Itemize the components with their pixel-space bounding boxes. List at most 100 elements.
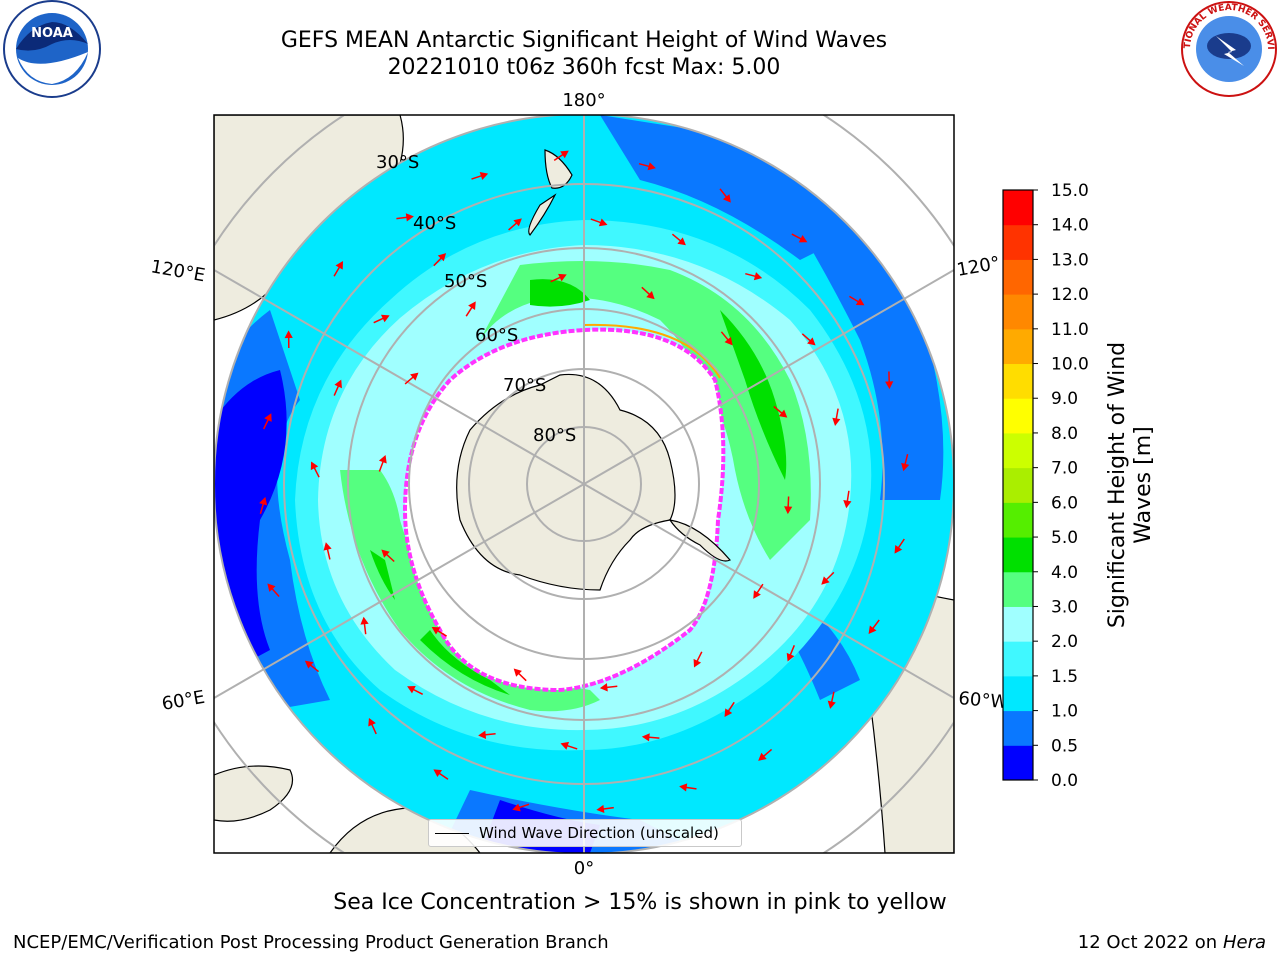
wave-direction-arrowhead: [479, 172, 489, 180]
wave-direction-arrowhead: [264, 413, 272, 422]
colorbar-segment: [1003, 224, 1033, 260]
colorbar: 0.0 0.5 1.0 1.5 2.0 3.0 4.0 5.0 6.0 7.0 8.0 9.0 10.0…: [1002, 181, 1089, 791]
colorbar-tick-label: 0.5: [1051, 736, 1078, 756]
wave-direction-arrowhead: [821, 576, 830, 585]
wave-direction-arrowhead: [868, 625, 877, 635]
sea-ice-caption: Sea Ice Concentration > 15% is shown in …: [333, 890, 947, 915]
colorbar-segment: [1003, 363, 1033, 399]
colorbar-segment: [1003, 571, 1033, 607]
footer-left: NCEP/EMC/Verification Post Processing Pr…: [13, 932, 609, 953]
map-legend: Wind Wave Direction (unscaled): [428, 819, 742, 847]
new-zealand-landmass: [528, 149, 573, 236]
wave-direction-arrowhead: [259, 496, 268, 506]
colorbar-segment: [1003, 675, 1033, 712]
map-subtitle: 20221010 t06z 360h fcst Max: 5.00: [387, 55, 781, 80]
wave-direction-arrowhead: [758, 752, 767, 761]
colorbar-tick-label: 2.0: [1051, 632, 1078, 652]
graticule: [214, 115, 954, 853]
colorbar-segment: [1003, 467, 1033, 503]
wave-direction-arrowhead: [855, 297, 865, 306]
map-title: GEFS MEAN Antarctic Significant Height o…: [280, 28, 888, 53]
wind-wave-arrows: [259, 150, 910, 814]
colorbar-segment: [1003, 537, 1033, 573]
wave-direction-arrowhead: [843, 500, 852, 509]
colorbar-tick-label: 12.0: [1051, 285, 1089, 305]
wave-direction-arrowhead: [677, 237, 686, 246]
wave-direction-arrowhead: [410, 372, 419, 381]
colorbar-segment: [1003, 745, 1033, 781]
colorbar-frame: [1002, 189, 1034, 781]
colorbar-tick-label: 15.0: [1051, 181, 1089, 201]
colorbar-segment: [1003, 328, 1033, 365]
wave-direction-arrowhead: [558, 273, 567, 282]
colorbar-label-line1: Significant Height of Wind: [1105, 342, 1130, 628]
wave-direction-arrowhead: [368, 717, 376, 727]
colorbar-tick-label: 9.0: [1051, 389, 1078, 409]
colorbar-tick-label: 0.0: [1051, 771, 1078, 791]
colorbar-tick-label: 6.0: [1051, 493, 1078, 513]
lat-label-30s: 30°S: [376, 152, 419, 173]
colorbar-tick-label: 5.0: [1051, 528, 1078, 548]
lon-label-180: 180°: [562, 90, 605, 111]
wave-direction-arrowhead: [512, 803, 521, 812]
wave-direction-arrowhead: [646, 290, 655, 300]
wave-direction-arrowhead: [407, 686, 416, 694]
wave-direction-arrowhead: [778, 409, 788, 418]
colorbar-tick-label: 14.0: [1051, 216, 1089, 236]
wave-direction-arrowhead: [599, 683, 608, 692]
wave-direction-arrowhead: [724, 708, 733, 718]
wave-direction-arrowhead: [284, 330, 293, 339]
wave-direction-arrowhead: [722, 194, 731, 203]
wave-direction-arrowhead: [335, 261, 343, 270]
wave-direction-arrowhead: [901, 462, 910, 472]
colorbar-tick-label: 4.0: [1051, 563, 1078, 583]
colorbar-segment: [1003, 606, 1033, 642]
lat-label-80s: 80°S: [533, 425, 576, 446]
lat-label-60s: 60°S: [475, 325, 518, 346]
wave-direction-arrowhead: [433, 769, 443, 777]
colorbar-segment: [1003, 641, 1033, 677]
colorbar-segment: [1003, 294, 1033, 330]
noaa-logo-text: NOAA: [31, 26, 73, 41]
wave-direction-arrowhead: [323, 542, 332, 551]
africa-landmass: [214, 765, 294, 822]
wave-direction-arrowhead: [468, 301, 476, 311]
lat-label-70s: 70°S: [503, 375, 546, 396]
lon-label-60w: 60°W: [958, 688, 1010, 713]
colorbar-tick-label: 3.0: [1051, 597, 1078, 617]
wave-direction-arrowhead: [598, 218, 608, 227]
wave-direction-arrowhead: [560, 150, 569, 159]
wave-direction-arrowhead: [786, 652, 795, 662]
wave-direction-arrowhead: [679, 783, 688, 792]
lat-label-40s: 40°S: [413, 213, 456, 234]
colorbar-tick-label: 1.0: [1051, 702, 1078, 722]
wave-direction-arrowhead: [641, 733, 650, 742]
map-frame: [213, 114, 955, 854]
wave-direction-arrowhead: [304, 660, 314, 669]
wave-direction-arrowhead: [807, 337, 816, 346]
wave-direction-arrowhead: [334, 379, 342, 389]
legend-label: Wind Wave Direction (unscaled): [479, 824, 719, 842]
wave-direction-arrowhead: [596, 804, 605, 814]
lon-label-120e: 120°E: [149, 256, 207, 286]
colorbar-tick-label: 13.0: [1051, 250, 1089, 270]
colorbar-tick-label: 7.0: [1051, 459, 1078, 479]
wave-direction-arrowhead: [267, 583, 276, 592]
colorbar-segment: [1003, 259, 1033, 295]
wave-direction-arrowhead: [513, 218, 522, 227]
footer-machine: Hera: [1222, 932, 1266, 953]
footer-right: 12 Oct 2022 on Hera: [1078, 932, 1266, 953]
wave-direction-arrowhead: [405, 213, 414, 222]
antarctic-peninsula: [668, 519, 731, 562]
wave-direction-arrowhead: [378, 455, 387, 464]
wave-direction-arrowhead: [693, 658, 702, 668]
wave-direction-arrowhead: [832, 417, 841, 426]
lon-label-120w: 120°: [955, 253, 1001, 281]
wave-direction-arrowhead: [360, 616, 369, 625]
wave-direction-arrowhead: [753, 590, 761, 599]
wave-direction-arrowhead: [753, 272, 763, 281]
wave-direction-arrowhead: [380, 314, 390, 323]
legend-line-symbol: [435, 832, 469, 834]
colorbar-tick-label: 1.5: [1051, 667, 1078, 687]
